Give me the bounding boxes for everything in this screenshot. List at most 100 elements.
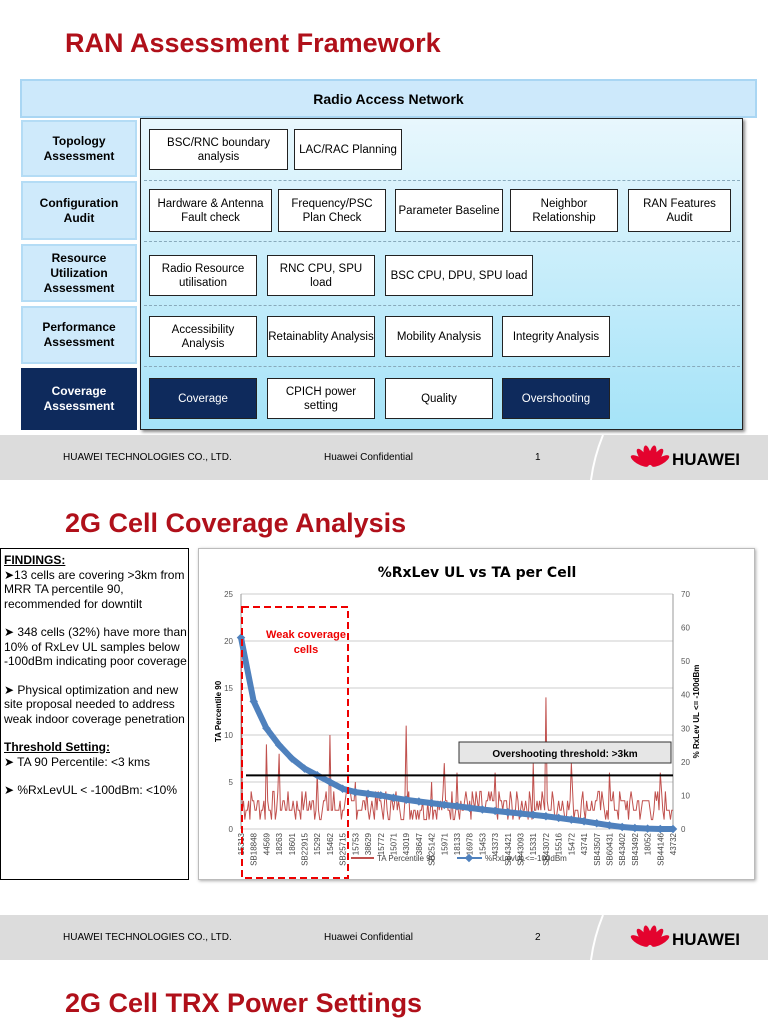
- y2-tick-label: 30: [681, 724, 690, 733]
- y2-tick-label: 70: [681, 590, 690, 599]
- threshold-label-box: [458, 741, 672, 764]
- rxlev-point: [351, 787, 360, 797]
- y2-tick-label: 10: [681, 791, 690, 800]
- x-tick-label: SB25715: [339, 832, 348, 865]
- rxlev-point: [274, 740, 284, 750]
- category-1: Configuration Audit: [21, 181, 137, 240]
- rxlev-point: [478, 805, 487, 814]
- rxlev-point: [376, 791, 386, 800]
- footer-page: 2: [535, 932, 541, 943]
- rxlev-point: [630, 823, 640, 833]
- row-separator: [144, 366, 740, 367]
- annotation-line1: Weak coverage: [266, 629, 346, 641]
- rxlev-point: [503, 807, 513, 817]
- annotation-line2: cells: [294, 644, 318, 656]
- x-tick-label: SB44146: [656, 832, 665, 865]
- assessment-box: Mobility Analysis: [385, 316, 493, 357]
- footer-divider: [590, 915, 604, 960]
- x-tick-label: 18263: [275, 832, 284, 855]
- x-tick-label: 15462: [326, 832, 335, 855]
- rxlev-point: [617, 822, 627, 832]
- x-tick-label: SB18848: [250, 832, 259, 865]
- x-tick-label: SB43507: [593, 832, 602, 865]
- x-tick-label: 15516: [555, 832, 564, 855]
- y2-tick-label: 60: [681, 624, 690, 633]
- chart: %RxLev UL vs TA per Cell 0 5 10 15 20 25 0 10 20 3…: [198, 548, 755, 880]
- series-rxlev-line: [238, 637, 673, 832]
- assessment-box: Quality: [385, 378, 493, 419]
- category-2: Resource Utilization Assessment: [21, 244, 137, 302]
- x-tick-label: 18052: [644, 832, 653, 855]
- footer-confidential: Huawei Confidential: [324, 452, 413, 463]
- x-tick-label: SB43072: [542, 832, 551, 865]
- x-tick-label: 43741: [580, 832, 589, 855]
- x-tick-label: 15472: [567, 832, 576, 855]
- assessment-box: Retainablity Analysis: [267, 316, 375, 357]
- assessment-box: Frequency/PSC Plan Check: [278, 189, 386, 232]
- x-tick-label: 38629: [364, 832, 373, 855]
- x-tick-label: 43373: [491, 832, 500, 855]
- finding-1: ➤13 cells are covering >3km from MRR TA …: [4, 567, 185, 611]
- assessment-box: RNC CPU, SPU load: [267, 255, 375, 296]
- weak-coverage-box: [241, 606, 349, 879]
- rxlev-point: [567, 815, 576, 824]
- chart-title: %RxLev UL vs TA per Cell: [378, 565, 577, 581]
- x-tick-label: 38647: [415, 832, 424, 855]
- rxlev-point: [427, 798, 436, 808]
- series-ta-line: [240, 640, 673, 821]
- assessment-box: Coverage: [149, 378, 257, 419]
- x-tick-label: SB43402: [618, 832, 627, 865]
- huawei-petals-icon: HUAWEI: [630, 925, 740, 949]
- category-3: Performance Assessment: [21, 306, 137, 364]
- assessment-box: RAN Features Audit: [628, 189, 731, 232]
- findings-box: FINDINGS: ➤13 cells are covering >3km fr…: [0, 548, 189, 880]
- chart-svg: %RxLev UL vs TA per Cell 0 5 10 15 20 25 0 10 20 3…: [214, 565, 701, 879]
- category-0: Topology Assessment: [21, 120, 137, 177]
- y2-tick-label: 50: [681, 657, 690, 666]
- rxlev-point: [414, 797, 424, 806]
- x-tick-label: 15971: [440, 832, 449, 855]
- legend-rxlev-marker: [464, 853, 474, 863]
- x-tick-label: 15071: [389, 832, 398, 855]
- svg-text:HUAWEI: HUAWEI: [672, 930, 740, 949]
- legend-ta-label: TA Percentile 90: [377, 854, 436, 863]
- slide3-title: 2G Cell TRX Power Settings: [65, 988, 423, 1018]
- assessment-box: Accessibility Analysis: [149, 316, 257, 357]
- footer-confidential: Huawei Confidential: [324, 932, 413, 943]
- assessment-box: Integrity Analysis: [502, 316, 610, 357]
- footer-2: HUAWEI TECHNOLOGIES CO., LTD. Huawei Con…: [0, 915, 768, 960]
- svg-text:HUAWEI: HUAWEI: [672, 450, 740, 469]
- y-tick-label: 15: [224, 684, 233, 693]
- assessment-box: BSC/RNC boundary analysis: [149, 129, 288, 170]
- footer-company: HUAWEI TECHNOLOGIES CO., LTD.: [63, 932, 232, 943]
- threshold-label: Overshooting threshold: >3km: [492, 749, 637, 760]
- x-tick-label: 15453: [478, 832, 487, 855]
- y-tick-label: 10: [224, 731, 233, 740]
- x-tick-label: 43732: [669, 832, 678, 855]
- huawei-petals-icon: HUAWEI: [630, 445, 740, 469]
- assessment-box: CPICH power setting: [267, 378, 375, 419]
- row-separator: [144, 241, 740, 242]
- x-tick-label: 15753: [351, 832, 360, 855]
- legend-rxlev-label: %RxLevUL<=-100dBm: [485, 854, 567, 863]
- rxlev-point: [554, 813, 563, 823]
- y-tick-label: 0: [229, 825, 234, 834]
- x-tick-label: 18133: [453, 832, 462, 855]
- findings-heading: FINDINGS:: [4, 553, 66, 567]
- rxlev-point: [389, 793, 398, 803]
- rxlev-point: [249, 697, 258, 706]
- finding-3: ➤ Physical optimization and new site pro…: [4, 682, 185, 726]
- huawei-logo: HUAWEI: [628, 925, 743, 954]
- x-tick-label: 43019: [402, 832, 411, 855]
- rxlev-point: [465, 803, 474, 813]
- rxlev-point: [236, 633, 246, 642]
- x-tick-label: 15292: [313, 832, 322, 855]
- y2-tick-label: 40: [681, 691, 690, 700]
- rxlev-point: [440, 800, 449, 810]
- x-tick-label: SB43093: [517, 832, 526, 865]
- huawei-logo: HUAWEI: [628, 445, 743, 474]
- assessment-box: Parameter Baseline: [395, 189, 503, 232]
- rxlev-point: [338, 784, 347, 793]
- x-tick-label: SB22915: [301, 832, 310, 865]
- x-tick-label: 18601: [288, 832, 297, 855]
